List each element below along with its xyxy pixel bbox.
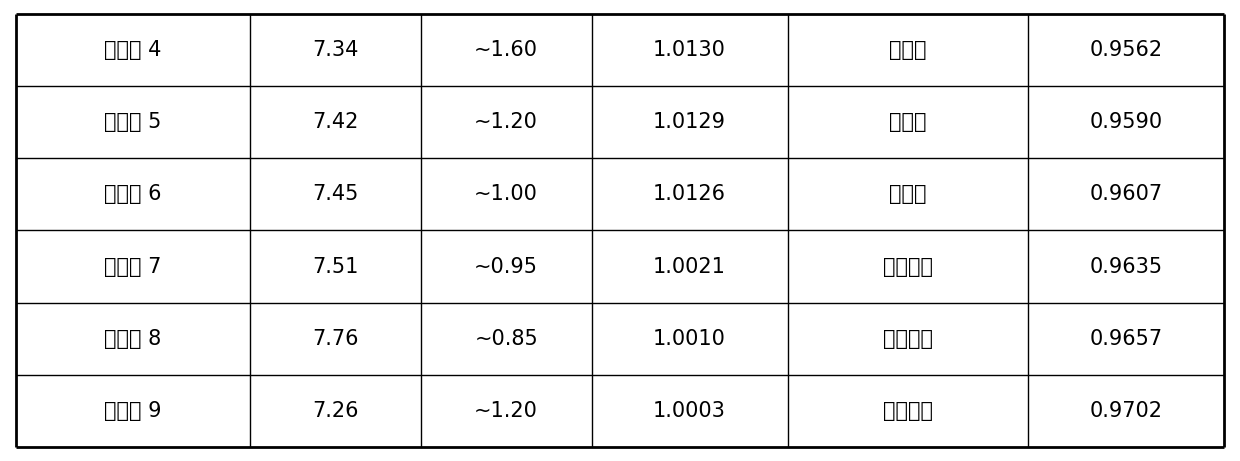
- Text: ~1.20: ~1.20: [474, 112, 538, 132]
- Text: ~1.00: ~1.00: [474, 184, 538, 204]
- Text: 实施例 9: 实施例 9: [104, 401, 162, 421]
- Text: 0.9657: 0.9657: [1089, 329, 1162, 349]
- Text: 7.34: 7.34: [312, 40, 358, 60]
- Text: 0.9562: 0.9562: [1089, 40, 1162, 60]
- Text: 1.0129: 1.0129: [653, 112, 727, 132]
- Text: 1.0021: 1.0021: [653, 257, 725, 277]
- Text: 0.9590: 0.9590: [1089, 112, 1162, 132]
- Text: 实施例 7: 实施例 7: [104, 257, 161, 277]
- Text: 菱方相: 菱方相: [889, 184, 926, 204]
- Text: 7.45: 7.45: [312, 184, 358, 204]
- Text: 实施例 5: 实施例 5: [104, 112, 161, 132]
- Text: 1.0130: 1.0130: [653, 40, 725, 60]
- Text: 伪立方相: 伪立方相: [883, 257, 932, 277]
- Text: 7.26: 7.26: [312, 401, 358, 421]
- Text: 1.0010: 1.0010: [653, 329, 725, 349]
- Text: 菱方相: 菱方相: [889, 112, 926, 132]
- Text: 0.9635: 0.9635: [1089, 257, 1162, 277]
- Text: 伪立方相: 伪立方相: [883, 329, 932, 349]
- Text: 1.0003: 1.0003: [653, 401, 725, 421]
- Text: 伪立方相: 伪立方相: [883, 401, 932, 421]
- Text: 7.51: 7.51: [312, 257, 358, 277]
- Text: 实施例 4: 实施例 4: [104, 40, 161, 60]
- Text: 1.0126: 1.0126: [653, 184, 727, 204]
- Text: 菱方相: 菱方相: [889, 40, 926, 60]
- Text: ~0.85: ~0.85: [475, 329, 538, 349]
- Text: ~1.20: ~1.20: [474, 401, 538, 421]
- Text: ~1.60: ~1.60: [474, 40, 538, 60]
- Text: 实施例 8: 实施例 8: [104, 329, 161, 349]
- Text: 7.42: 7.42: [312, 112, 358, 132]
- Text: 实施例 6: 实施例 6: [104, 184, 162, 204]
- Text: ~0.95: ~0.95: [474, 257, 538, 277]
- Text: 0.9607: 0.9607: [1089, 184, 1162, 204]
- Text: 0.9702: 0.9702: [1090, 401, 1162, 421]
- Text: 7.76: 7.76: [312, 329, 358, 349]
